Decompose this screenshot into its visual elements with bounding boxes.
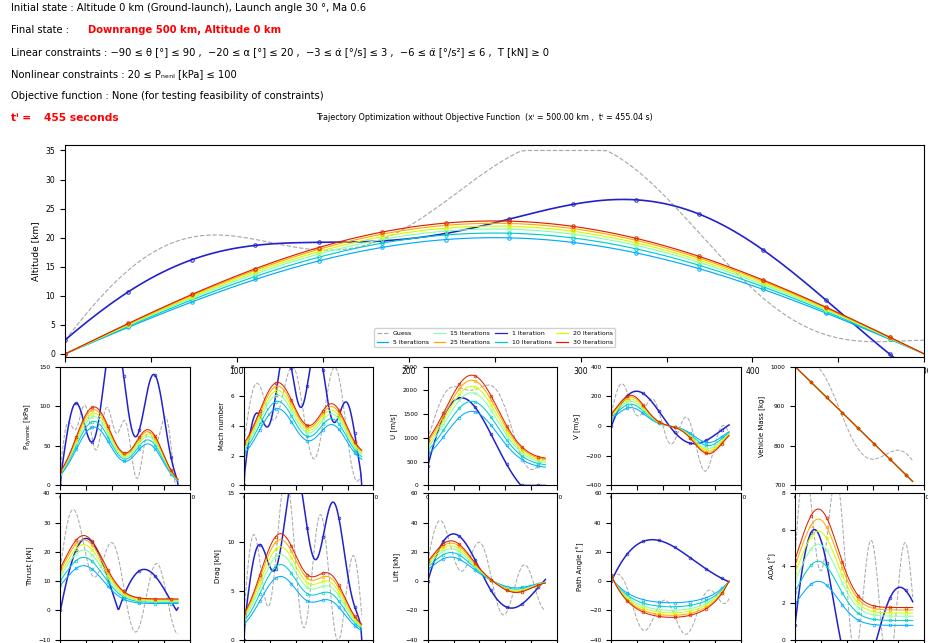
Y-axis label: U [m/s]: U [m/s]: [391, 413, 397, 439]
Text: Nonlinear constraints : 20 ≤ Pₙₑₙₗ [kPa] ≤ 100: Nonlinear constraints : 20 ≤ Pₙₑₙₗ [kPa]…: [11, 69, 237, 79]
X-axis label: Time [s]: Time [s]: [844, 506, 873, 512]
Y-axis label: Lift [kN]: Lift [kN]: [393, 552, 400, 581]
Text: 455 seconds: 455 seconds: [44, 113, 118, 123]
Text: Downrange 500 km, Altitude 0 km: Downrange 500 km, Altitude 0 km: [88, 25, 281, 35]
X-axis label: Time [s]: Time [s]: [478, 506, 506, 512]
Text: tⁱ =: tⁱ =: [11, 113, 35, 123]
Y-axis label: Altitude [km]: Altitude [km]: [31, 221, 40, 280]
Y-axis label: AOA [°]: AOA [°]: [767, 554, 775, 579]
X-axis label: Downrange [km]: Downrange [km]: [457, 381, 532, 390]
Y-axis label: Vehicle Mass [kg]: Vehicle Mass [kg]: [757, 395, 764, 457]
Legend: Guess, 5 Iterations, 15 Iterations, 25 Iterations, 1 Iteration, 10 Iterations, 2: Guess, 5 Iterations, 15 Iterations, 25 I…: [374, 329, 614, 347]
Y-axis label: V [m/s]: V [m/s]: [573, 413, 579, 439]
Text: Linear constraints : −90 ≤ θ [°] ≤ 90 ,  −20 ≤ α [°] ≤ 20 ,  −3 ≤ α̇ [°/s] ≤ 3 ,: Linear constraints : −90 ≤ θ [°] ≤ 90 , …: [11, 47, 548, 57]
X-axis label: Time [s]: Time [s]: [661, 506, 690, 512]
Text: Final state :: Final state :: [11, 25, 72, 35]
X-axis label: Time [s]: Time [s]: [110, 506, 139, 512]
Text: Objective function : None (for testing feasibility of constraints): Objective function : None (for testing f…: [11, 91, 324, 101]
Y-axis label: Thrust [kN]: Thrust [kN]: [26, 547, 32, 586]
X-axis label: Time [s]: Time [s]: [294, 506, 323, 512]
Y-axis label: Path Angle [°]: Path Angle [°]: [575, 542, 583, 591]
Y-axis label: Drag [kN]: Drag [kN]: [214, 550, 221, 583]
Y-axis label: P$_\mathregular{dynamic}$ [kPa]: P$_\mathregular{dynamic}$ [kPa]: [22, 403, 34, 449]
Y-axis label: Mach number: Mach number: [219, 402, 225, 450]
Text: Initial state : Altitude 0 km (Ground-launch), Launch angle 30 °, Ma 0.6: Initial state : Altitude 0 km (Ground-la…: [11, 3, 366, 14]
Text: Trajectory Optimization without Objective Function  (xⁱ = 500.00 km ,  tⁱ = 455.: Trajectory Optimization without Objectiv…: [316, 113, 651, 122]
